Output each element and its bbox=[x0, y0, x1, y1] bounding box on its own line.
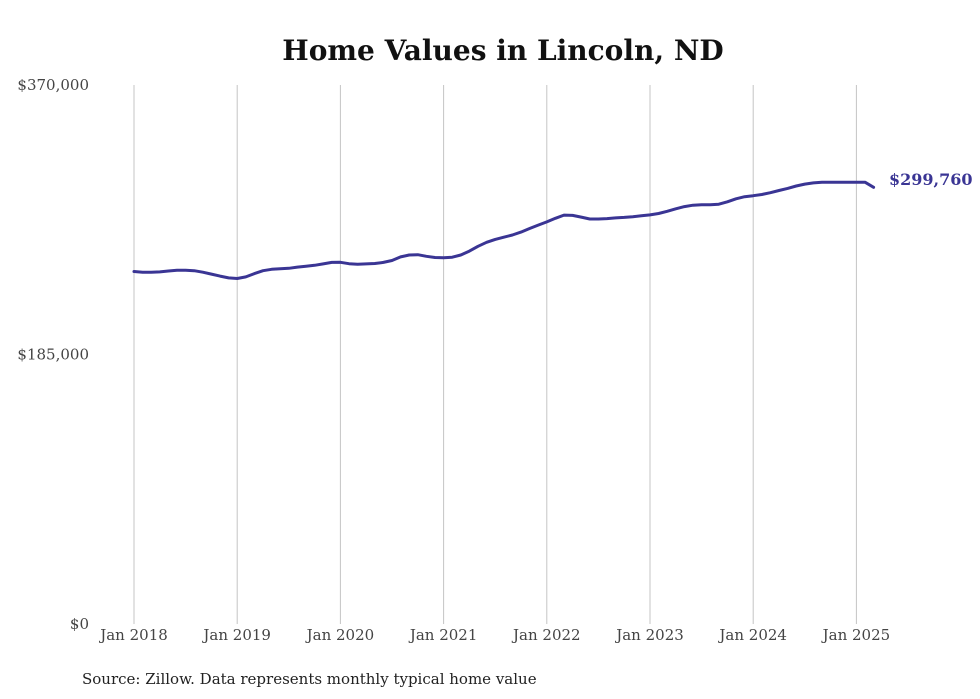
y-tick-label: $0 bbox=[70, 615, 89, 633]
x-tick-label: Jan 2021 bbox=[408, 626, 478, 644]
x-tick-label: Jan 2022 bbox=[511, 626, 581, 644]
chart-title: Home Values in Lincoln, ND bbox=[282, 34, 723, 67]
end-value-label: $299,760 bbox=[889, 170, 973, 189]
x-axis-ticks: Jan 2018 Jan 2019 Jan 2020 Jan 2021 Jan 2022… bbox=[98, 626, 890, 644]
y-tick-label: $185,000 bbox=[17, 346, 89, 364]
x-tick-label: Jan 2020 bbox=[305, 626, 375, 644]
gridlines bbox=[133, 85, 857, 624]
y-tick-label: $370,000 bbox=[17, 76, 89, 94]
x-tick-label: Jan 2018 bbox=[98, 626, 168, 644]
source-note: Source: Zillow. Data represents monthly … bbox=[82, 670, 537, 688]
x-tick-label: Jan 2024 bbox=[717, 626, 787, 644]
x-tick-label: Jan 2023 bbox=[614, 626, 684, 644]
x-tick-label: Jan 2025 bbox=[821, 626, 891, 644]
x-tick-label: Jan 2019 bbox=[201, 626, 271, 644]
series-line-home-value bbox=[132, 180, 876, 280]
y-axis-ticks: $0 $185,000 $370,000 bbox=[17, 76, 89, 633]
